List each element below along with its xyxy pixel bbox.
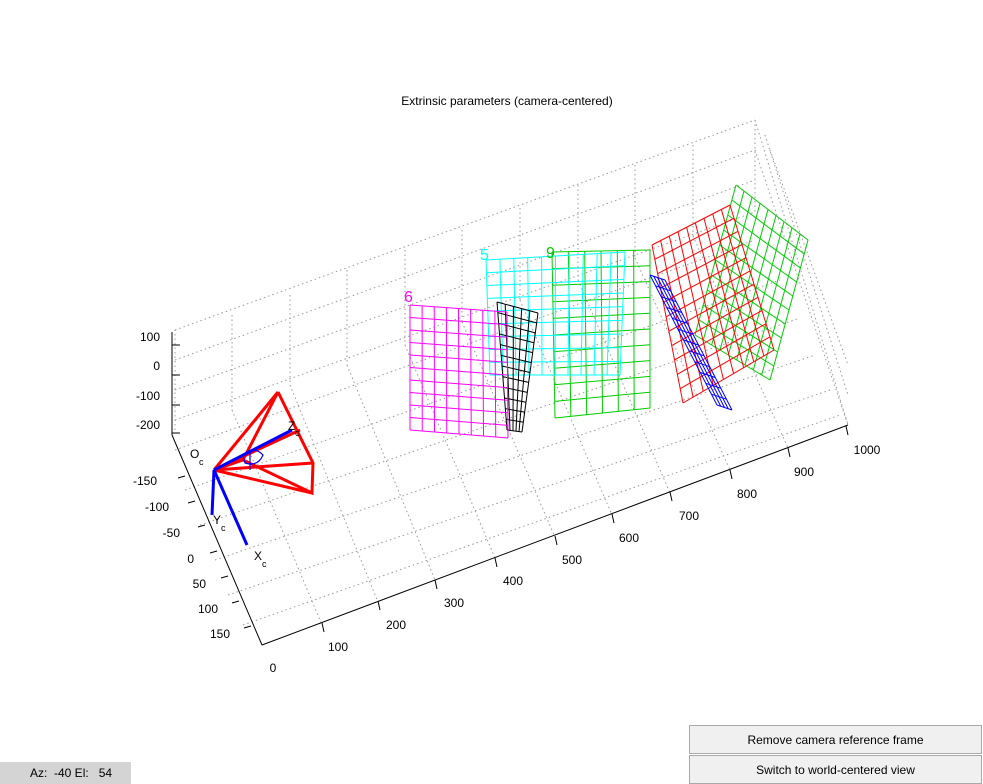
y-tick-labels: -150 -100 -50 0 50 100 150 <box>133 474 230 641</box>
x-tick-label: 700 <box>679 509 699 523</box>
plot-title: Extrinsic parameters (camera-centered) <box>401 94 612 108</box>
x-tick-label: 800 <box>737 487 757 501</box>
camera-labels: O c Y c X c Z c <box>190 419 300 569</box>
x-tick-label: 900 <box>794 465 814 479</box>
plane-label-9: 9 <box>546 245 555 262</box>
z-tick-label: -200 <box>136 418 160 432</box>
y-tick-label: 0 <box>187 552 194 566</box>
remove-camera-frame-button[interactable]: Remove camera reference frame <box>689 725 982 754</box>
switch-world-view-button[interactable]: Switch to world-centered view <box>689 755 982 784</box>
z-tick-labels: 100 0 -100 -200 <box>136 330 160 432</box>
x-tick-label: 500 <box>562 553 582 567</box>
y-tick-label: -100 <box>145 500 169 514</box>
z-axis-label: Z <box>288 419 295 433</box>
y-tick-label: 100 <box>198 602 218 616</box>
x-tick-label: 200 <box>386 618 406 632</box>
x-tick-label: 1000 <box>854 443 881 457</box>
calibration-plane-6 <box>409 304 509 439</box>
calibration-plane-blue <box>649 274 733 411</box>
y-tick-label: 50 <box>193 577 207 591</box>
y-tick-label: 150 <box>210 627 230 641</box>
view-angle-status: Az: -40 El: 54 <box>0 762 131 784</box>
z-tick-label: 100 <box>140 330 160 344</box>
z-axis-sub: c <box>295 428 300 438</box>
x-tick-label: 100 <box>328 640 348 654</box>
x-tick-label: 400 <box>503 574 523 588</box>
x-tick-label: 600 <box>619 531 639 545</box>
calibration-plane-green-front <box>551 249 651 419</box>
y-axis-sub: c <box>221 523 226 533</box>
z-tick-label: -100 <box>136 389 160 403</box>
axes-lines <box>171 332 849 646</box>
plane-label-5: 5 <box>480 247 489 264</box>
y-axis-label: Y <box>213 513 221 527</box>
x-tick-label: 300 <box>444 596 464 610</box>
camera-frustum <box>212 391 315 496</box>
y-tick-label: -150 <box>133 474 157 488</box>
x-tick-label: 0 <box>270 661 277 675</box>
x-tick-labels: 0 100 200 300 400 500 600 700 800 900 10… <box>270 443 881 675</box>
calibration-planes <box>409 184 809 439</box>
calibration-plane-red <box>651 204 775 404</box>
plane-labels: 6 5 9 <box>404 245 555 306</box>
origin-label: O <box>190 447 199 461</box>
grid <box>174 119 849 626</box>
x-axis-label: X <box>254 549 262 563</box>
y-tick-label: -50 <box>163 526 181 540</box>
z-tick-label: 0 <box>153 359 160 373</box>
calibration-plane-5 <box>485 251 626 376</box>
camera-axes-thin <box>242 449 264 470</box>
x-axis-sub: c <box>262 559 267 569</box>
plane-label-6: 6 <box>404 289 413 306</box>
origin-sub: c <box>199 457 204 467</box>
